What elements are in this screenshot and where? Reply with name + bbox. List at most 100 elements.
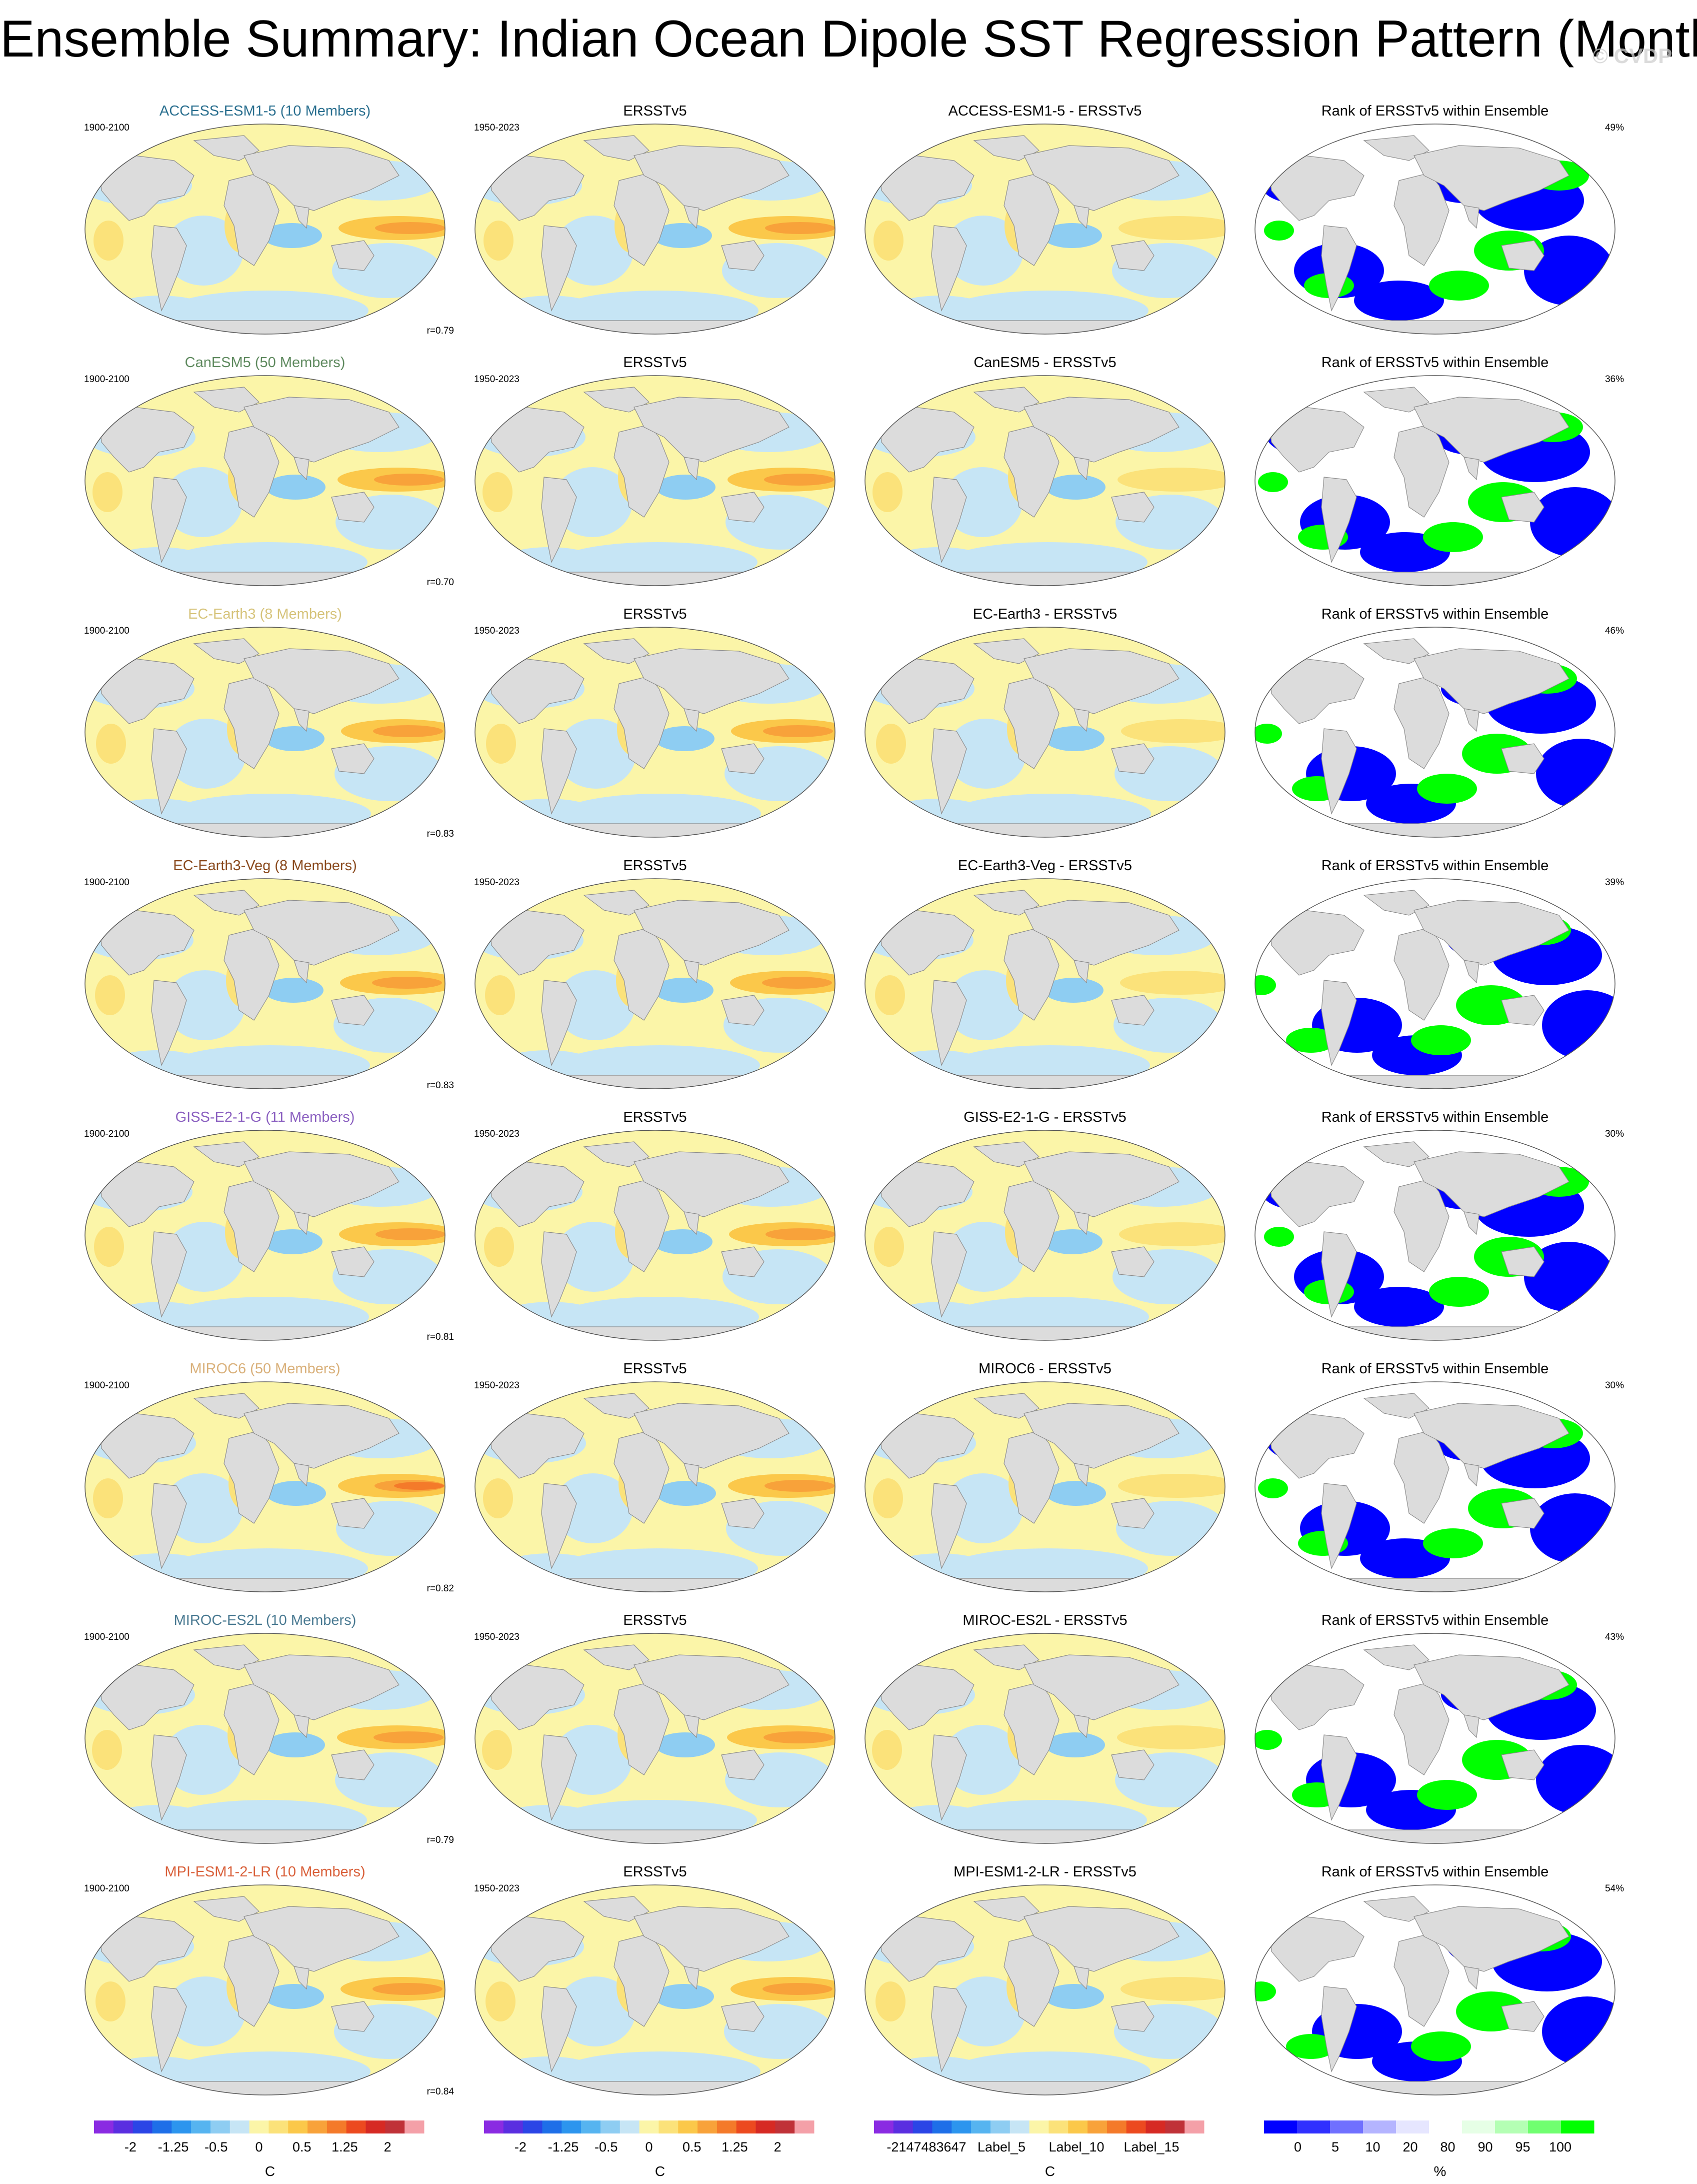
colorbar-tick-label: Label_5 [978, 2139, 1026, 2154]
obs-colorbar: -2 -1.25 -0.5 0 0.5 1.25 2 C [480, 2120, 840, 2180]
colorbar-swatch [1264, 2120, 1298, 2133]
colorbar-swatch [1126, 2120, 1146, 2133]
colorbar-swatch [210, 2120, 230, 2133]
colorbar-swatch [542, 2120, 562, 2133]
colorbar-swatch [94, 2120, 114, 2133]
model-panel-title: MIROC-ES2L (10 Members) [174, 1612, 356, 1628]
colorbar-swatch [1184, 2120, 1204, 2133]
colorbar-swatch [1495, 2120, 1528, 2133]
pattern-correlation: r=0.79 [426, 326, 454, 336]
obs-panel-title: ERSSTv5 [623, 1612, 687, 1628]
colorbar-swatch [1048, 2120, 1068, 2133]
colorbar-swatch [152, 2120, 172, 2133]
diff-panel-title: GISS-E2-1-G - ERSSTv5 [964, 1109, 1126, 1125]
pattern-correlation: r=0.84 [426, 2086, 454, 2097]
colorbar-tick-label: -0.5 [204, 2139, 228, 2154]
colorbar-tick-label: 0 [1294, 2139, 1302, 2154]
colorbar-swatch [191, 2120, 211, 2133]
colorbar-swatch [678, 2120, 698, 2133]
obs-panel-title: ERSSTv5 [623, 103, 687, 119]
rank-panel-title: Rank of ERSSTv5 within Ensemble [1321, 858, 1549, 874]
colorbar-swatch [249, 2120, 269, 2133]
panel-observation-access-esm1-5: ERSSTv5 1950-2023 [460, 103, 850, 353]
colorbar-tick-label: 0 [255, 2139, 262, 2154]
pattern-correlation: r=0.81 [426, 1332, 454, 1342]
model-panel-title: EC-Earth3-Veg (8 Members) [173, 858, 357, 874]
colorbar-tick-label: -2 [124, 2139, 136, 2154]
colorbar-swatch [346, 2120, 366, 2133]
panel-rank-mpi-esm1-2-lr: Rank of ERSSTv5 within Ensemble 54% [1240, 1863, 1630, 2113]
obs-panel-title: ERSSTv5 [623, 1864, 687, 1880]
colorbar-tick-label: 90 [1478, 2139, 1492, 2154]
diff-panel-title: CanESM5 - ERSSTv5 [974, 355, 1116, 371]
panel-model-miroc6: MIROC6 (50 Members) 1900-2100 r=0.82 [70, 1360, 460, 1610]
colorbar-swatch [484, 2120, 504, 2133]
colorbar-swatch [581, 2120, 601, 2133]
diff-panel-title: ACCESS-ESM1-5 - ERSSTv5 [948, 103, 1142, 119]
model-panel-title: MPI-ESM1-2-LR (10 Members) [164, 1864, 366, 1880]
period-label: 1900-2100 [84, 1129, 130, 1139]
model-panel-title: EC-Earth3 (8 Members) [188, 606, 342, 622]
colorbar-swatch [1068, 2120, 1088, 2133]
colorbar-swatch [893, 2120, 914, 2133]
colorbar-swatch [990, 2120, 1010, 2133]
colorbar-unit: C [264, 2163, 276, 2179]
panel-model-miroc-es2l: MIROC-ES2L (10 Members) 1900-2100 r=0.79 [70, 1612, 460, 1862]
colorbar-tick-label: 1.25 [332, 2139, 358, 2154]
obs-panel-title: ERSSTv5 [623, 1361, 687, 1377]
colorbar-swatch [912, 2120, 932, 2133]
colorbar-swatch [522, 2120, 542, 2133]
panel-difference-access-esm1-5: ACCESS-ESM1-5 - ERSSTv5 [850, 103, 1240, 353]
panel-difference-ec-earth3: EC-Earth3 - ERSSTv5 [850, 606, 1240, 856]
colorbar-swatch [658, 2120, 678, 2133]
colorbar-unit: % [1434, 2163, 1446, 2179]
panel-model-ec-earth3: EC-Earth3 (8 Members) 1900-2100 r=0.83 [70, 606, 460, 856]
watermark: © CVDP [1592, 44, 1672, 68]
colorbar-tick-label: 0.5 [292, 2139, 312, 2154]
diff-panel-title: MIROC6 - ERSSTv5 [978, 1361, 1112, 1377]
panel-difference-miroc-es2l: MIROC-ES2L - ERSSTv5 [850, 1612, 1240, 1862]
colorbar-swatch [600, 2120, 620, 2133]
panel-rank-ec-earth3-veg: Rank of ERSSTv5 within Ensemble 39% [1240, 857, 1630, 1107]
page-title: Ensemble Summary: Indian Ocean Dipole SS… [0, 10, 1697, 68]
colorbar-unit: C [1044, 2163, 1056, 2179]
period-label: 1950-2023 [474, 1380, 520, 1391]
panel-model-ec-earth3-veg: EC-Earth3-Veg (8 Members) 1900-2100 r=0.83 [70, 857, 460, 1107]
period-label: 1950-2023 [474, 123, 520, 133]
period-label: 1900-2100 [84, 1380, 130, 1391]
rank-panel-title: Rank of ERSSTv5 within Ensemble [1321, 1864, 1549, 1880]
obs-panel-title: ERSSTv5 [623, 355, 687, 371]
colorbar-swatch [1106, 2120, 1127, 2133]
period-label: 1950-2023 [474, 626, 520, 636]
colorbar-tick-label: 95 [1515, 2139, 1530, 2154]
obs-panel-title: ERSSTv5 [623, 858, 687, 874]
period-label: 1900-2100 [84, 123, 130, 133]
colorbar-swatch [1010, 2120, 1030, 2133]
pattern-correlation: r=0.70 [426, 577, 454, 588]
rank-percentage: 36% [1604, 374, 1624, 385]
period-label: 1950-2023 [474, 1632, 520, 1642]
rank-percentage: 46% [1604, 626, 1624, 636]
panel-rank-ec-earth3: Rank of ERSSTv5 within Ensemble 46% [1240, 606, 1630, 856]
colorbar-unit: C [654, 2163, 666, 2179]
period-label: 1950-2023 [474, 877, 520, 888]
colorbar-tick-label: 10 [1365, 2139, 1380, 2154]
panel-model-access-esm1-5: ACCESS-ESM1-5 (10 Members) 1900-2100 r=0.7… [70, 103, 460, 353]
panel-observation-ec-earth3: ERSSTv5 1950-2023 [460, 606, 850, 856]
panel-observation-miroc6: ERSSTv5 1950-2023 [460, 1360, 850, 1610]
rank-colorbar: 0 5 10 20 80 90 95 100% [1260, 2120, 1620, 2180]
colorbar-swatch [562, 2120, 582, 2133]
colorbar-swatch [288, 2120, 308, 2133]
colorbar-swatch [794, 2120, 814, 2133]
colorbar-swatch [268, 2120, 288, 2133]
colorbar-swatch [503, 2120, 524, 2133]
colorbar-tick-label: -1.25 [548, 2139, 579, 2154]
rank-percentage: 54% [1604, 1883, 1624, 1894]
pattern-correlation: r=0.83 [426, 829, 454, 839]
panel-rank-giss-e2-1-g: Rank of ERSSTv5 within Ensemble 30% [1240, 1109, 1630, 1359]
rank-panel-title: Rank of ERSSTv5 within Ensemble [1321, 355, 1549, 371]
panel-model-giss-e2-1-g: GISS-E2-1-G (11 Members) 1900-2100 r=0.81 [70, 1109, 460, 1359]
panel-difference-canesm5: CanESM5 - ERSSTv5 [850, 354, 1240, 604]
colorbar-swatch [132, 2120, 152, 2133]
